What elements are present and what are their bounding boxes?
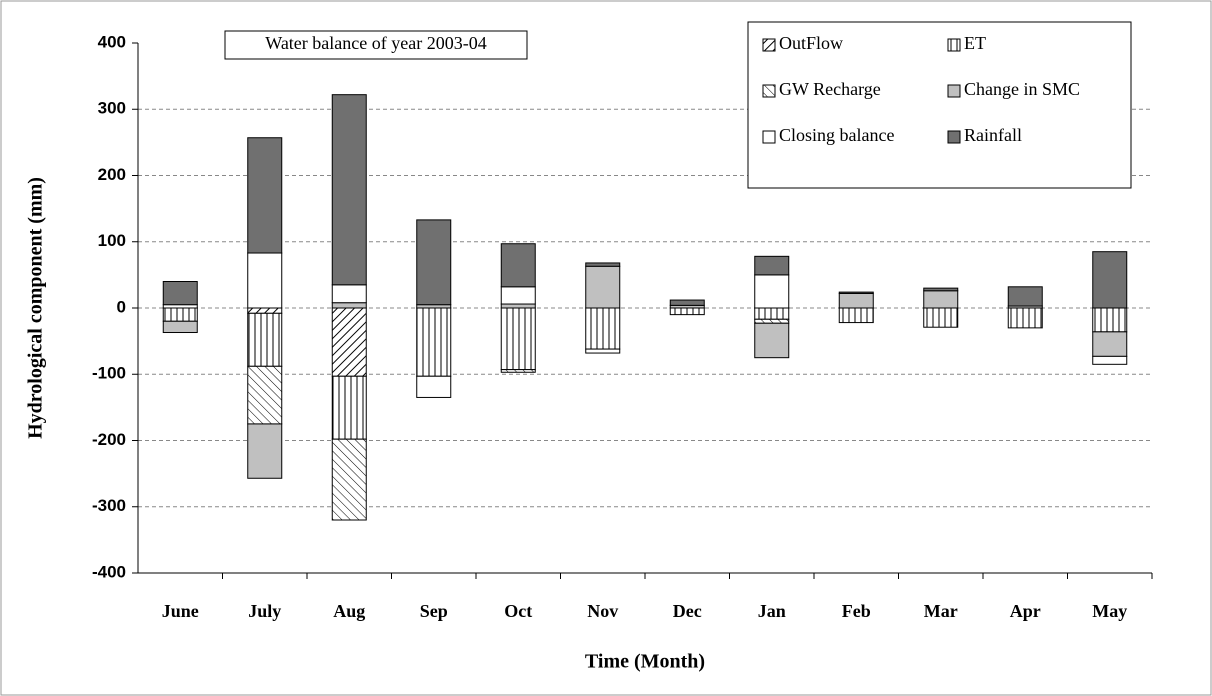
bar-segment bbox=[247, 423, 283, 479]
bar-segment bbox=[416, 307, 452, 377]
legend-label: ET bbox=[964, 33, 986, 53]
y-tick-label: 0 bbox=[117, 297, 126, 316]
x-tick-label: Jan bbox=[758, 601, 786, 621]
y-tick-label: 200 bbox=[98, 165, 126, 184]
bar-segment bbox=[416, 375, 452, 398]
y-axis-title: Hydrological component (mm) bbox=[25, 177, 47, 439]
bar-segment bbox=[1092, 331, 1128, 357]
bar-segment bbox=[247, 365, 283, 425]
bar-segment bbox=[838, 292, 874, 309]
bar-segment bbox=[247, 137, 283, 254]
bar-segment bbox=[585, 307, 621, 350]
y-tick-label: 100 bbox=[98, 231, 126, 250]
bar-segment bbox=[754, 274, 790, 309]
legend-box bbox=[747, 21, 1132, 189]
bar-segment bbox=[585, 348, 621, 354]
y-tick-label: -200 bbox=[92, 430, 126, 449]
x-tick-label: June bbox=[162, 601, 199, 621]
y-tick-label: -300 bbox=[92, 496, 126, 515]
legend-swatch bbox=[762, 84, 776, 98]
bar-segment bbox=[669, 307, 705, 316]
legend-label: GW Recharge bbox=[779, 79, 881, 99]
bar-segment bbox=[331, 302, 367, 309]
bar-segment bbox=[754, 307, 790, 320]
bar-segment bbox=[416, 219, 452, 306]
bar-segment bbox=[247, 307, 283, 314]
bar-segment bbox=[162, 320, 198, 334]
bar-segment bbox=[500, 307, 536, 371]
bar-segment bbox=[331, 284, 367, 304]
x-tick-label: May bbox=[1092, 601, 1127, 621]
x-tick-label: Apr bbox=[1010, 601, 1041, 621]
y-tick-label: 400 bbox=[98, 32, 126, 51]
y-tick-label: -100 bbox=[92, 364, 126, 383]
x-tick-label: Sep bbox=[420, 601, 448, 621]
bar-segment bbox=[923, 307, 959, 328]
legend-swatch bbox=[947, 130, 961, 144]
bar-segment bbox=[1092, 251, 1128, 309]
bar-segment bbox=[500, 303, 536, 309]
x-axis-title: Time (Month) bbox=[585, 651, 705, 673]
bar-segment bbox=[1007, 286, 1043, 307]
bar-segment bbox=[500, 369, 536, 373]
bar-segment bbox=[500, 286, 536, 305]
x-tick-label: Oct bbox=[504, 601, 532, 621]
x-tick-label: Nov bbox=[587, 601, 618, 621]
bar-segment bbox=[754, 318, 790, 324]
bar-segment bbox=[585, 265, 621, 309]
bar-segment bbox=[669, 299, 705, 306]
legend-swatch bbox=[947, 38, 961, 52]
bar-segment bbox=[331, 375, 367, 440]
legend-swatch bbox=[762, 130, 776, 144]
title-box bbox=[224, 30, 528, 60]
y-tick-label: -400 bbox=[92, 562, 126, 581]
legend-label: Closing balance bbox=[779, 125, 894, 145]
bar-segment bbox=[247, 252, 283, 309]
bar-segment bbox=[331, 307, 367, 377]
bar-segment bbox=[331, 438, 367, 521]
bar-segment bbox=[1092, 307, 1128, 333]
bar-segment bbox=[162, 281, 198, 306]
bar-segment bbox=[838, 291, 874, 294]
x-tick-label: Feb bbox=[842, 601, 871, 621]
bar-segment bbox=[754, 322, 790, 359]
legend-label: Rainfall bbox=[964, 125, 1022, 145]
x-tick-label: Aug bbox=[333, 601, 365, 621]
bar-segment bbox=[923, 287, 959, 292]
y-tick-label: 300 bbox=[98, 99, 126, 118]
bar-segment bbox=[162, 307, 198, 322]
x-tick-label: July bbox=[248, 601, 281, 621]
bar-segment bbox=[585, 262, 621, 267]
legend-swatch bbox=[762, 38, 776, 52]
chart-title: Water balance of year 2003-04 bbox=[265, 33, 486, 53]
legend-swatch bbox=[947, 84, 961, 98]
bar-segment bbox=[500, 243, 536, 288]
bar-segment bbox=[754, 255, 790, 276]
bar-segment bbox=[923, 290, 959, 309]
legend-label: Change in SMC bbox=[964, 79, 1080, 99]
bar-segment bbox=[247, 312, 283, 367]
bar-segment bbox=[1007, 307, 1043, 329]
bar-segment bbox=[331, 94, 367, 286]
x-tick-label: Dec bbox=[673, 601, 702, 621]
bar-segment bbox=[1092, 355, 1128, 365]
x-tick-label: Mar bbox=[924, 601, 958, 621]
legend-label: OutFlow bbox=[779, 33, 843, 53]
bar-segment bbox=[838, 307, 874, 324]
